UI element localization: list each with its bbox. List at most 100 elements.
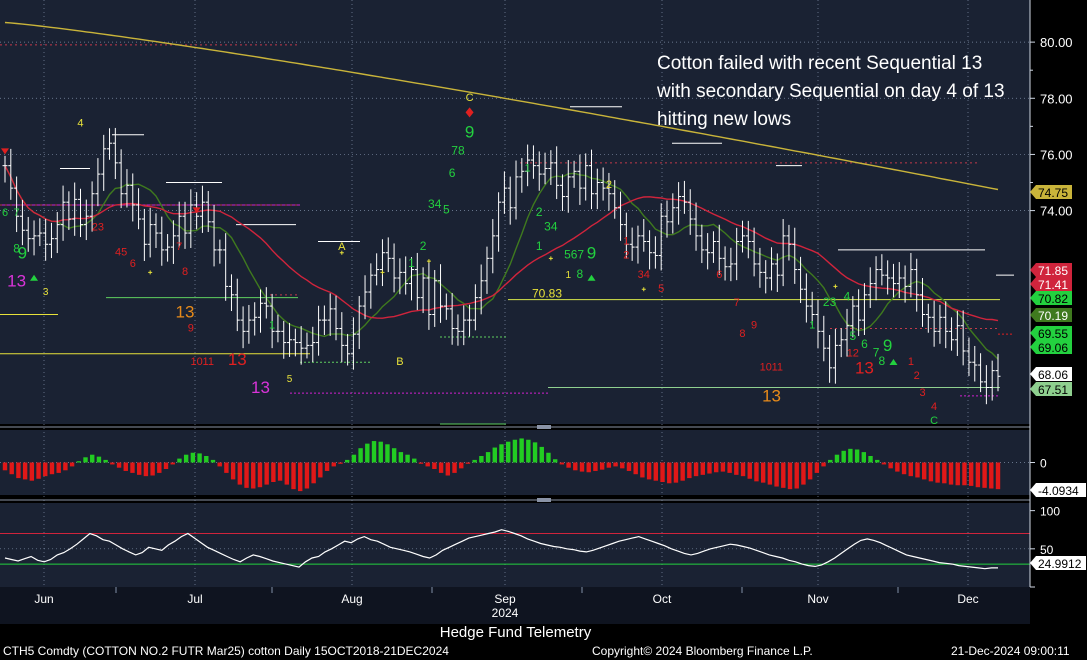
macd-histogram-bar <box>190 452 196 463</box>
ohlc-bar <box>281 320 287 359</box>
macd-histogram-bar <box>298 462 303 492</box>
td-sequential-label: C <box>466 92 474 104</box>
ohlc-bar <box>769 247 775 291</box>
ohlc-bar <box>83 199 89 241</box>
ohlc-bar <box>577 154 583 205</box>
macd-histogram-bar <box>385 444 390 463</box>
ohlc-bar <box>612 180 618 219</box>
macd-histogram-bar <box>968 462 974 486</box>
macd-histogram-bar <box>16 462 21 479</box>
td-sequential-label: B <box>396 356 403 368</box>
ohlc-bar <box>258 289 264 333</box>
panel-resize-handle <box>537 498 551 502</box>
td-sequential-label: 1 <box>908 356 914 368</box>
red-down-arrow-icon <box>1 148 9 155</box>
ohlc-bar <box>199 185 205 233</box>
td-sequential-label: 13 <box>176 302 195 321</box>
ohlc-bar <box>902 265 908 303</box>
td-sequential-label: 9 <box>883 336 892 355</box>
ohlc-bar <box>339 312 345 363</box>
price-value-tag <box>1030 308 1072 322</box>
macd-histogram-bar <box>110 462 115 465</box>
ohlc-bar <box>920 277 926 327</box>
td-sequential-label: 2 <box>420 239 427 253</box>
macd-histogram-bar <box>673 462 679 483</box>
ohlc-bar <box>89 181 95 232</box>
td-sequential-label: 1 <box>525 162 531 174</box>
macd-histogram-bar <box>942 462 947 484</box>
ohlc-bar <box>652 236 658 269</box>
ohlc-bar <box>54 212 60 254</box>
footer: Hedge Fund Telemetry CTH5 Comdty (COTTON… <box>0 624 1087 660</box>
ohlc-bar <box>757 247 763 288</box>
x-tick-label: Oct <box>653 592 672 606</box>
ohlc-bar <box>716 224 722 275</box>
ohlc-bar <box>43 218 49 261</box>
macd-histogram-bar <box>962 462 967 486</box>
ohlc-bar <box>954 310 960 356</box>
macd-histogram-bar <box>861 452 867 463</box>
ohlc-bar <box>618 191 624 241</box>
footer-title: Hedge Fund Telemetry <box>439 624 592 641</box>
ohlc-bar <box>525 144 531 187</box>
macd-histogram-bar <box>29 462 35 481</box>
td-sequential-label: 6 <box>716 269 722 281</box>
price-value-tag-label: 71.41 <box>1038 278 1068 292</box>
td-sequential-label: 5 <box>658 283 664 295</box>
price-value-tag-label: 70.19 <box>1038 309 1068 323</box>
ohlc-bar <box>722 246 728 281</box>
macd-histogram-bar <box>599 462 605 470</box>
setup-cross-marker <box>148 270 153 275</box>
ohlc-bar <box>345 333 351 366</box>
macd-histogram-bar <box>183 454 189 463</box>
td-sequential-label: 9 <box>587 243 596 262</box>
ohlc-bar <box>420 267 426 314</box>
td-sequential-label: C <box>930 415 938 427</box>
level-line-label: 70.83 <box>532 287 562 301</box>
macd-histogram-bar <box>9 462 14 475</box>
macd-histogram-bar <box>217 462 222 467</box>
td-sequential-label: 7 <box>734 297 740 309</box>
price-value-tag <box>1030 263 1072 277</box>
ohlc-bar <box>356 296 362 350</box>
price-y-tick-label: 76.00 <box>1040 147 1073 162</box>
td-sequential-label: A <box>338 241 346 253</box>
rsi-y-tick-label: 100 <box>1040 505 1060 519</box>
macd-histogram-bar <box>459 462 464 469</box>
ohlc-bar <box>827 334 833 383</box>
ohlc-bar <box>455 314 461 346</box>
ohlc-bar <box>542 152 548 185</box>
macd-histogram-bar <box>821 462 826 467</box>
ohlc-bar <box>443 293 449 320</box>
ohlc-bar <box>217 239 223 264</box>
macd-histogram-bar <box>586 462 591 473</box>
macd-histogram-bar <box>921 462 927 480</box>
rsi-value-tag-label: 24.9912 <box>1038 557 1082 571</box>
td-sequential-label: 7 <box>14 207 20 219</box>
ohlc-bar <box>484 246 490 294</box>
macd-histogram-bar <box>438 462 444 473</box>
ohlc-bar <box>263 287 269 319</box>
macd-histogram-bar <box>512 439 518 463</box>
macd-histogram-bar <box>747 462 752 479</box>
x-tick-label: Jun <box>34 592 53 606</box>
ohlc-bar <box>745 220 751 259</box>
macd-histogram-bar <box>318 462 323 478</box>
ohlc-bar <box>536 151 542 191</box>
macd-histogram-bar <box>324 462 330 471</box>
td-sequential-label: 23 <box>92 221 104 233</box>
td-sequential-label: 1 <box>536 239 543 253</box>
macd-histogram-bar <box>358 448 363 463</box>
ohlc-bar <box>792 227 798 284</box>
macd-histogram-bar <box>143 462 149 477</box>
td-sequential-label: 8 <box>577 267 584 281</box>
macd-histogram-bar <box>304 462 310 489</box>
ohlc-bar <box>130 173 136 222</box>
price-value-tag-label: 74.75 <box>1038 186 1068 200</box>
ohlc-bar <box>385 237 391 273</box>
ohlc-bar <box>966 337 972 377</box>
macd-histogram-bar <box>63 462 68 471</box>
green-up-arrow-icon <box>30 274 39 281</box>
ohlc-bar <box>182 201 188 249</box>
